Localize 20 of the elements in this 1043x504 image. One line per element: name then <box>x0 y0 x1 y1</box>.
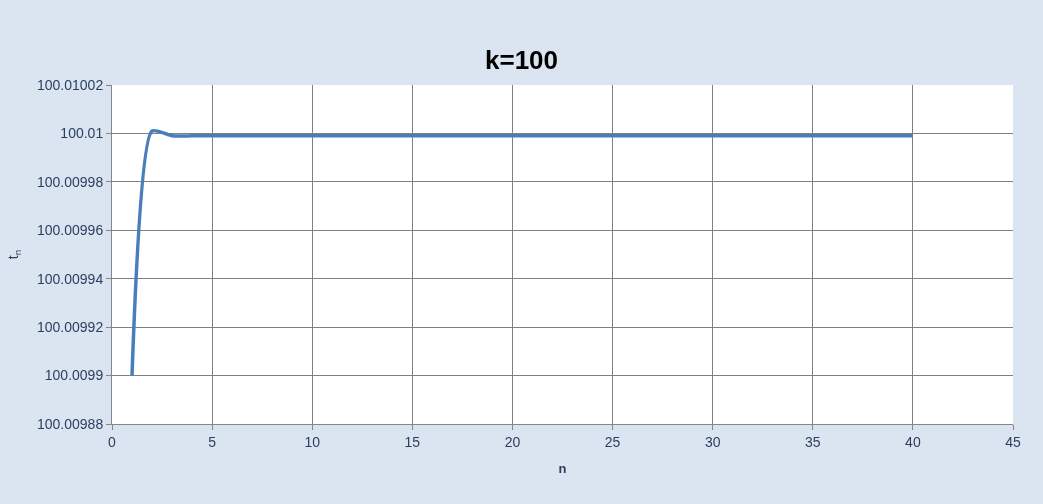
x-tick-label: 30 <box>704 433 721 450</box>
y-tick-label: 100.00988 <box>37 415 104 432</box>
x-tick-label: 20 <box>504 433 521 450</box>
y-tick-label: 100.0099 <box>44 367 104 384</box>
x-tick-label: 25 <box>604 433 621 450</box>
x-tick-label: 35 <box>804 433 821 450</box>
x-tick-label: 0 <box>108 433 117 450</box>
x-axis-title: n <box>558 461 567 477</box>
x-tick-label: 45 <box>1005 433 1021 450</box>
y-tick-label: 100.01 <box>60 125 104 142</box>
chart-title: k=100 <box>484 44 559 75</box>
x-tick-label: 40 <box>905 433 921 450</box>
y-tick-label: 100.00998 <box>37 173 104 190</box>
y-tick-label: 100.00992 <box>37 319 104 336</box>
y-tick-label: 100.00994 <box>37 270 104 287</box>
x-tick-label: 10 <box>304 433 321 450</box>
x-tick-label: 5 <box>208 433 217 450</box>
y-tick-label: 100.01002 <box>37 76 104 93</box>
y-tick-label: 100.00996 <box>37 222 104 239</box>
x-tick-label: 15 <box>404 433 421 450</box>
